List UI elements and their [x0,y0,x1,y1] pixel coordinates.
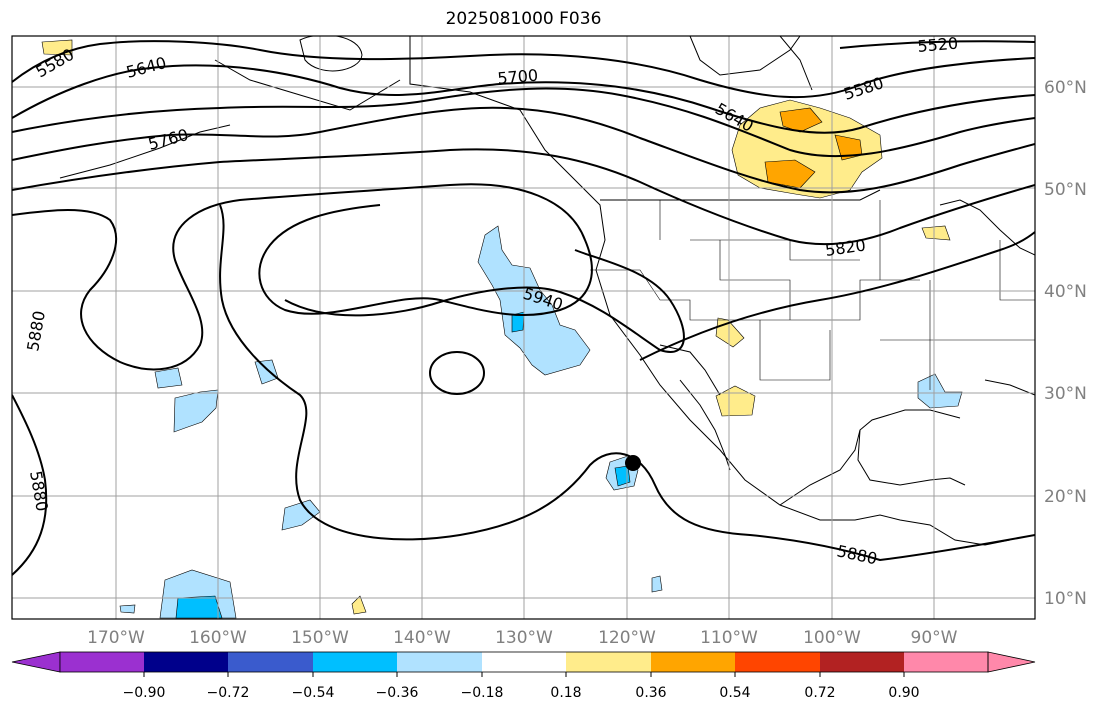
lat-label: 20°N [1044,487,1087,507]
negative-anomaly-region [917,373,963,409]
contour-5880-d [639,231,1035,361]
negative-anomaly-core [614,465,631,487]
contour-5760 [12,106,1035,194]
colorbar-extend-min [11,651,61,673]
contour-5880-c [219,204,1035,562]
graticule [12,36,1035,619]
contour-5580 [12,40,1035,99]
negative-anomaly-region [651,575,663,593]
colorbar-segment [313,652,397,672]
colorbar-ticks [143,672,905,677]
latitude-labels: 60°N 50°N 40°N 30°N 20°N 10°N [1044,78,1087,609]
colorbar-segment [60,652,144,672]
lon-label: 150°W [291,628,349,648]
lon-label: 100°W [803,628,861,648]
contour-5700 [12,87,1035,158]
colorbar-tick-label: 0.90 [888,685,919,701]
colorbar-tick-label: 0.54 [719,685,750,701]
negative-anomaly-region [173,389,219,433]
colorbar-tick-label: 0.18 [550,685,581,701]
colorbar-segment [566,652,651,672]
state-borders [590,200,1035,390]
contour-5940 [284,249,685,353]
map-frame [11,35,1036,620]
lon-label: 160°W [189,628,247,648]
map-title: 2025081000 F036 [445,9,602,29]
colorbar-tick-label: −0.90 [123,685,166,701]
colorbar-segment [735,652,820,672]
contour-label: 5520 [917,34,959,56]
negative-anomaly-region [154,367,183,389]
positive-anomaly-core [764,159,816,189]
colorbar-segment [904,652,988,672]
positive-anomaly-core [779,107,823,133]
coastlines [59,36,1035,546]
contour-5520 [839,40,1035,49]
lon-label: 130°W [495,628,553,648]
contour-5640 [12,64,1035,134]
lon-label: 90°W [911,628,958,648]
contour-5880-a [12,183,593,371]
storm-position-marker [625,455,641,471]
colorbar-tick-label: −0.18 [461,685,504,701]
negative-anomaly-region [119,604,136,614]
colorbar-tick-label: −0.54 [292,685,335,701]
positive-anomaly-region [921,225,951,241]
lat-label: 30°N [1044,384,1087,404]
lat-label: 50°N [1044,180,1087,200]
negative-anomaly-core [175,595,223,619]
longitude-labels: 170°W 160°W 150°W 140°W 130°W 120°W 110°… [87,628,958,648]
contour-5880-b [12,394,48,576]
lon-label: 170°W [87,628,145,648]
positive-anomaly-region [41,39,73,56]
colorbar-segment [397,652,482,672]
contour-5820 [12,148,1035,246]
colorbar-segment [820,652,904,672]
colorbar-tick-label: 0.72 [804,685,835,701]
colorbar-segment [144,652,228,672]
colorbar: −0.90 −0.72 −0.54 −0.36 −0.18 0.18 0.36 … [11,651,1036,701]
colorbar-tick-label: 0.36 [635,685,666,701]
negative-anomaly-region [281,499,321,531]
contour-label: 5700 [497,66,539,88]
negative-anomaly-region [477,225,591,376]
lon-label: 140°W [393,628,451,648]
height-contours [12,40,1035,576]
lat-label: 40°N [1044,282,1087,302]
negative-anomaly-core [511,311,525,333]
lat-label: 60°N [1044,78,1087,98]
colorbar-frame [59,651,989,673]
colorbar-segment [651,652,735,672]
lon-label: 120°W [598,628,656,648]
lon-label: 110°W [700,628,758,648]
colorbar-extend-max [987,651,1036,673]
colorbar-segment [482,652,566,672]
contour-closed-high [429,351,485,395]
lat-label: 10°N [1044,589,1087,609]
colorbar-segment [228,652,313,672]
positive-anomaly-region [351,595,367,615]
colorbar-tick-label: −0.36 [376,685,419,701]
colorbar-tick-label: −0.72 [207,685,250,701]
